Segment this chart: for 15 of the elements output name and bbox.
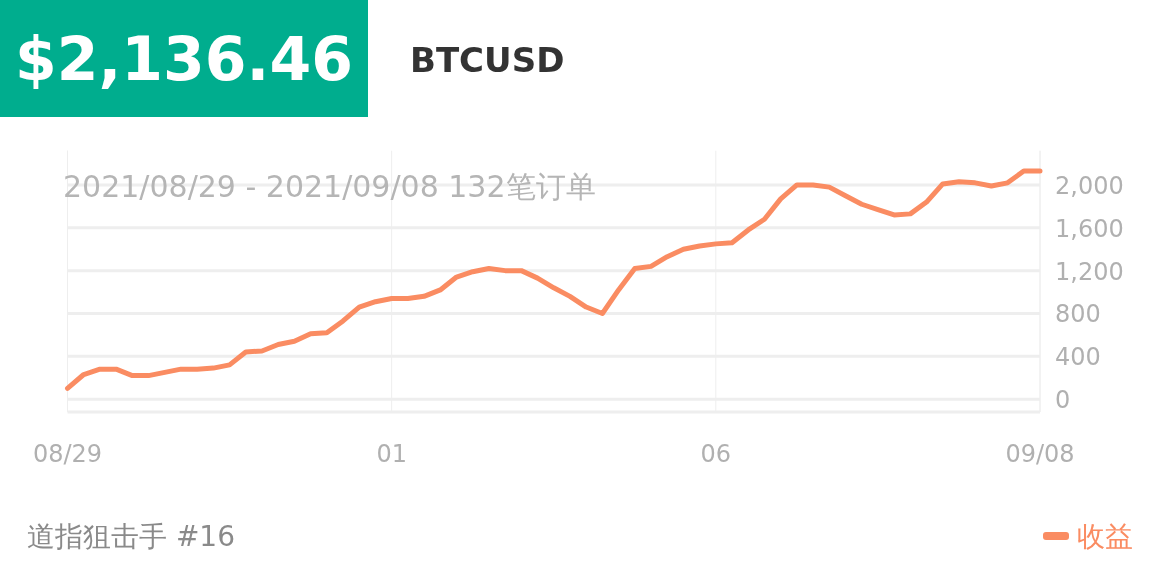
text: 2021/08/29 - 2021/09/08 132笔订单	[63, 169, 596, 204]
x-tick-label: 01	[376, 440, 407, 468]
text: 道指狙击手 #16	[27, 520, 235, 553]
price-box: $2,136.46	[0, 0, 368, 117]
y-tick-label: 400	[1055, 343, 1101, 372]
y-tick-label: 800	[1055, 300, 1101, 329]
x-tick-label: 09/08	[1005, 440, 1075, 468]
legend-label: 收益	[1077, 520, 1133, 553]
y-tick-label: 1,600	[1055, 214, 1124, 243]
y-tick-label: 1,200	[1055, 257, 1124, 286]
y-tick-label: 2,000	[1055, 171, 1124, 200]
x-tick-label: 08/29	[32, 440, 103, 468]
chart-title: BTCUSD	[410, 40, 565, 80]
x-tick-label: 06	[700, 440, 732, 468]
y-tick-label: 0	[1055, 386, 1071, 415]
